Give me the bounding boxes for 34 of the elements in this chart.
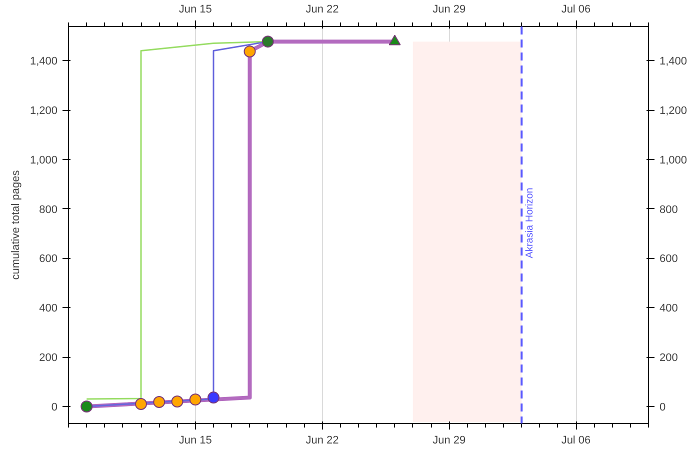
point [262, 36, 274, 48]
point [189, 394, 202, 406]
x-tick-label: Jul 06 [561, 434, 591, 446]
x2-tick-label: Jun 22 [306, 4, 339, 16]
x-tick-label: Jun 29 [432, 434, 466, 446]
y-axis-title: cumulative total pages [10, 170, 22, 280]
point [208, 392, 220, 404]
x-tick-label: Jun 22 [306, 434, 339, 446]
y2-tick-label: 800 [660, 204, 678, 216]
x-tick-label: Jun 15 [178, 434, 212, 446]
y2-tick-label: 1,400 [660, 56, 688, 68]
y-tick-label: 0 [51, 401, 58, 414]
y-tick-label: 1,400 [30, 56, 58, 68]
y-tick-label: 800 [39, 204, 58, 216]
y-tick-label: 400 [39, 302, 58, 315]
y-tick-label: 1,000 [30, 154, 58, 166]
ref-line-label: Akrasia Horizon [524, 188, 536, 258]
point [135, 398, 147, 410]
y2-tick-label: 200 [660, 352, 678, 364]
point [244, 45, 256, 58]
x2-tick-label: Jun 15 [178, 4, 212, 16]
x2-tick-label: Jul 06 [561, 4, 591, 16]
y-tick-label: 1,200 [30, 105, 58, 117]
y2-tick-label: 0 [660, 401, 666, 414]
point [388, 34, 401, 46]
y2-tick-label: 1,000 [660, 154, 688, 166]
y2-tick-label: 400 [660, 302, 678, 315]
point [153, 396, 166, 408]
y2-tick-label: 1,200 [660, 105, 688, 117]
y-tick-label: 600 [39, 253, 58, 266]
y2-tick-label: 600 [660, 253, 678, 266]
x2-tick-label: Jun 29 [432, 4, 466, 16]
y-tick-label: 200 [39, 352, 58, 364]
point [171, 396, 184, 408]
